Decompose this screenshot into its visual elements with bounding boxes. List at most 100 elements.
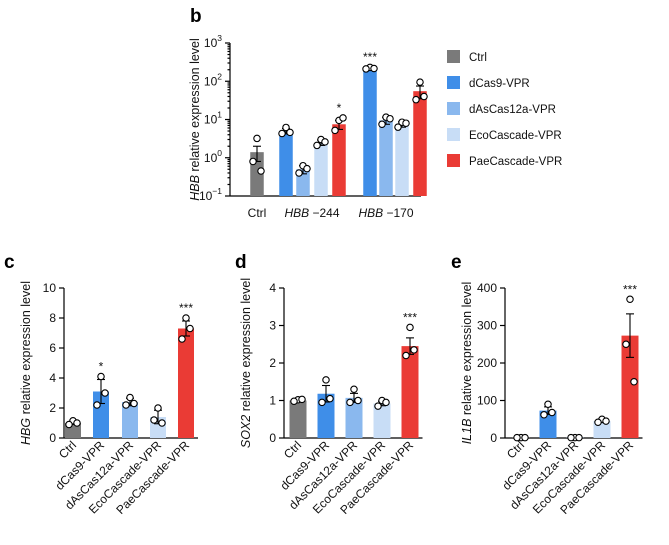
panel-e-ytick-label-1: 100 <box>477 394 497 408</box>
panel-b-bar-5-point-1 <box>362 65 370 73</box>
panel-d-bar-0 <box>289 400 307 438</box>
panel-b-ytick-exp-0: 3 <box>217 33 222 43</box>
panel-b-ytick-base-1: 10 <box>204 74 218 88</box>
panel-b-bar-6-point-1 <box>378 120 386 129</box>
panel-c-ylabel-gene: HBG <box>19 418 33 445</box>
panel-e-letter: e <box>451 252 462 273</box>
panel-b-ytick-label-2: 101 <box>204 110 222 127</box>
panel-b-ytick-base-4: 10 <box>199 189 213 203</box>
panel-b-sig-5: *** <box>363 50 377 64</box>
panel-c-bar-3-point-0 <box>154 404 162 412</box>
panel-d-ylabel-rest: relative expression level <box>239 278 253 415</box>
panel-b-bar-8-point-2 <box>420 92 428 101</box>
panel-b-ytick-base-2: 10 <box>204 113 218 127</box>
panel-e-bar-1-point-2 <box>548 408 556 417</box>
panel-b-bar-3 <box>314 142 328 196</box>
panel-b-ytick-exp-2: 1 <box>217 110 222 120</box>
panel-c-bar-2-point-0 <box>126 393 134 402</box>
panel-e-ytick-label-4: 400 <box>477 281 497 295</box>
panel-e-ylabel: IL1B relative expression level <box>460 282 474 445</box>
panel-b-xlabel-gene-1: HBB <box>284 206 309 220</box>
panel-d-ytick-label-0: 0 <box>269 431 276 445</box>
panel-b-ytick-base-0: 10 <box>204 36 218 50</box>
panel-b-bar-1 <box>279 131 293 196</box>
panel-b-bar-8 <box>413 91 427 196</box>
panel-e-ytick-label-0: 0 <box>490 431 497 445</box>
panel-d-bar-0-point-1 <box>290 397 298 405</box>
panel-b-bar-7-point-2 <box>402 119 410 127</box>
panel-c-ylabel: HBG relative expression level <box>19 281 33 445</box>
panel-c-bar-3-point-1 <box>150 416 158 424</box>
panel-d-ytick-label-1: 1 <box>269 394 276 408</box>
panel-b-bar-7-point-1 <box>394 123 402 131</box>
panel-e-bar-0-point-1 <box>513 433 521 442</box>
panel-b-ylabel-gene: HBB <box>188 175 202 201</box>
panel-d-bar-2 <box>345 397 363 438</box>
panel-e-bar-2-point-2 <box>575 433 583 442</box>
panel-c-chart: 0 2 4 6 8 10 HBG relative expression level Ctrl… <box>19 281 198 517</box>
panel-b-bar-0-point-2 <box>257 167 265 175</box>
panel-d-bar-4-point-2 <box>410 346 418 354</box>
panel-d-bar-4 <box>401 346 419 438</box>
panel-b-bar-1-point-2 <box>286 128 294 137</box>
panel-c-ytick-label-2: 4 <box>49 371 56 385</box>
panel-e-bar-0-point-2 <box>521 433 529 442</box>
panel-b-bar-4 <box>332 124 346 196</box>
panel-d-sig-4: *** <box>403 310 417 324</box>
panel-c-sig-4: *** <box>179 301 193 315</box>
panel-c-bar-0-point-1 <box>65 420 73 429</box>
panel-b-bar-8-point-1 <box>412 95 420 104</box>
panel-c-letter: c <box>4 252 15 273</box>
panel-c-bar-2 <box>122 402 138 438</box>
panel-b-bar-6 <box>379 120 393 196</box>
panel-b-ytick-exp-3: 0 <box>217 148 222 158</box>
panel-c-bar-2-point-2 <box>130 399 138 408</box>
panel-b-bar-4-point-1 <box>331 126 339 135</box>
panel-c-bar-1-point-1 <box>93 401 101 409</box>
panel-b-bar-4-point-2 <box>339 114 347 122</box>
panel-b-ylabel: HBB relative expression level <box>188 38 202 201</box>
panel-e-bar-4-point-1 <box>622 340 630 348</box>
panel-e-sig-4: *** <box>623 282 637 296</box>
panel-b-bar-2-point-1 <box>295 169 303 177</box>
panel-c-ytick-label-3: 6 <box>49 341 56 355</box>
panel-d-bar-1-point-2 <box>326 394 334 403</box>
panel-d-ylabel: SOX2 relative expression level <box>239 278 253 448</box>
panel-b-ytick-exp-4: −1 <box>212 186 222 196</box>
panel-c-bar-1-point-0 <box>97 372 105 381</box>
panel-c-bar-4-point-1 <box>178 335 186 343</box>
panel-c-ytick-label-0: 0 <box>49 431 56 445</box>
panel-e-bar-4 <box>621 335 639 438</box>
panel-c-ytick-label-1: 2 <box>49 401 56 415</box>
panel-e-bar-1-point-1 <box>540 410 548 419</box>
legend-swatch-2 <box>447 102 460 115</box>
panel-c-bar-2-point-1 <box>122 401 130 409</box>
panel-c-bar-4-point-0 <box>182 314 190 322</box>
panel-d-ylabel-gene: SOX2 <box>239 415 253 448</box>
legend-label-4: PaeCascade-VPR <box>469 156 562 168</box>
panel-b-xlabel-2: HBB −170 <box>358 206 413 220</box>
panel-b-ytick-base-3: 10 <box>204 151 218 165</box>
panel-c-bar-4-point-2 <box>186 324 194 333</box>
panel-b-ytick-label-4: 10−1 <box>199 186 222 203</box>
panel-c-ytick-label-5: 10 <box>43 281 57 295</box>
panel-b-bar-1-point-1 <box>278 129 286 138</box>
panel-b-ytick-label-3: 100 <box>204 148 222 165</box>
panel-e-bar-4-point-2 <box>630 377 638 386</box>
panel-e-bar-3-point-2 <box>602 417 610 425</box>
legend-swatch-3 <box>447 128 460 141</box>
panel-b-bar-1-point-0 <box>282 123 290 132</box>
panel-d-letter: d <box>235 252 247 273</box>
panel-e-ytick-label-2: 200 <box>477 356 497 370</box>
panel-c-bar-4 <box>178 328 194 438</box>
panel-b-ylabel-rest: relative expression level <box>188 38 202 175</box>
panel-b-xlabel-gene-2: HBB <box>358 206 383 220</box>
panel-d-xlabel-0: Ctrl <box>281 438 304 461</box>
panel-b-bar-7 <box>395 124 409 196</box>
panel-d-ytick-label-3: 3 <box>269 319 276 333</box>
panel-b-ytick-label-1: 102 <box>204 71 222 88</box>
panel-d-bar-0-point-2 <box>298 395 306 404</box>
panel-b-xlabel-0: Ctrl <box>248 206 267 220</box>
